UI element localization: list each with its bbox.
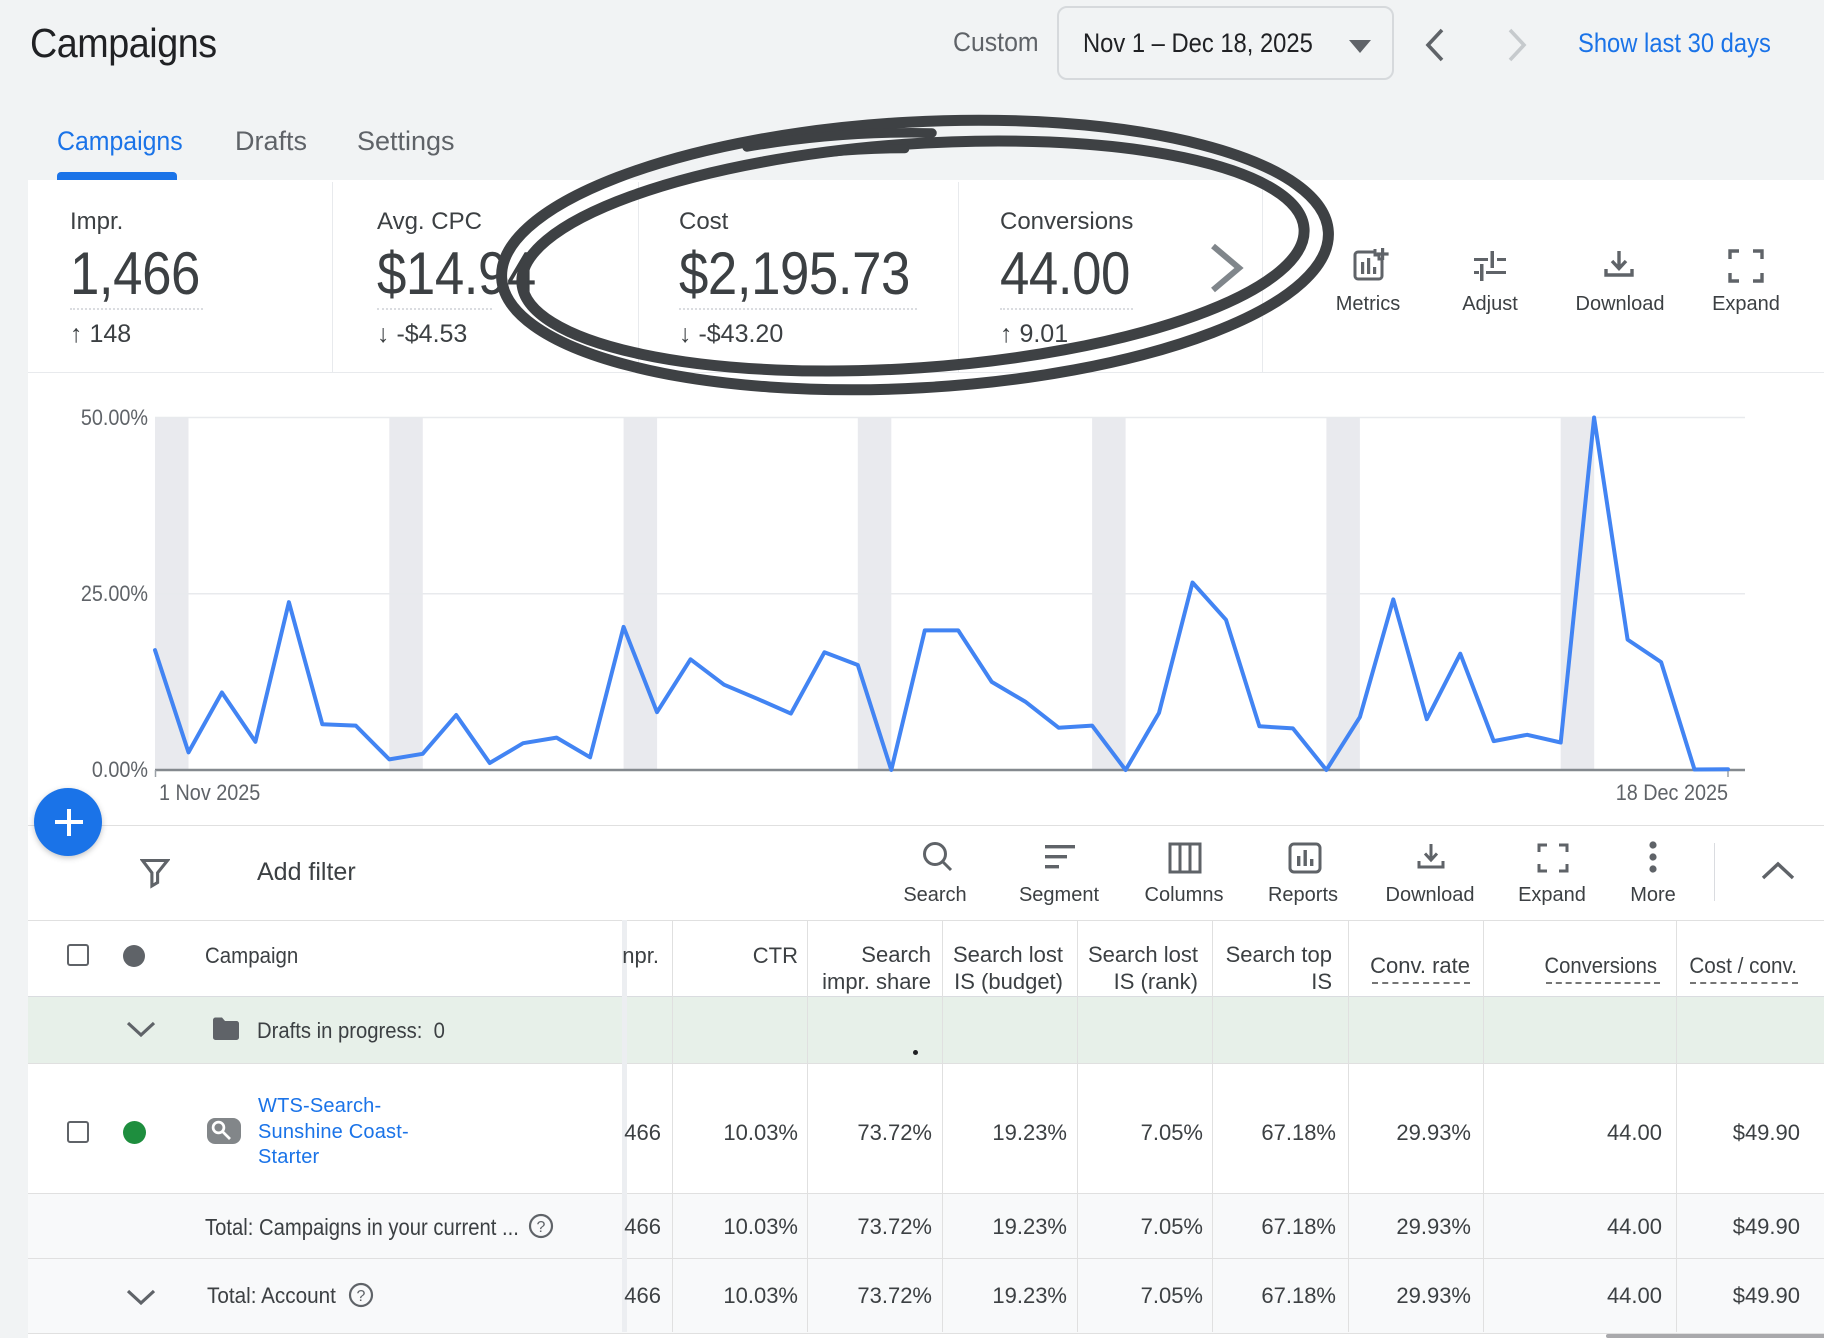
svg-text:?: ? xyxy=(537,1219,546,1236)
svg-text:?: ? xyxy=(357,1288,366,1305)
